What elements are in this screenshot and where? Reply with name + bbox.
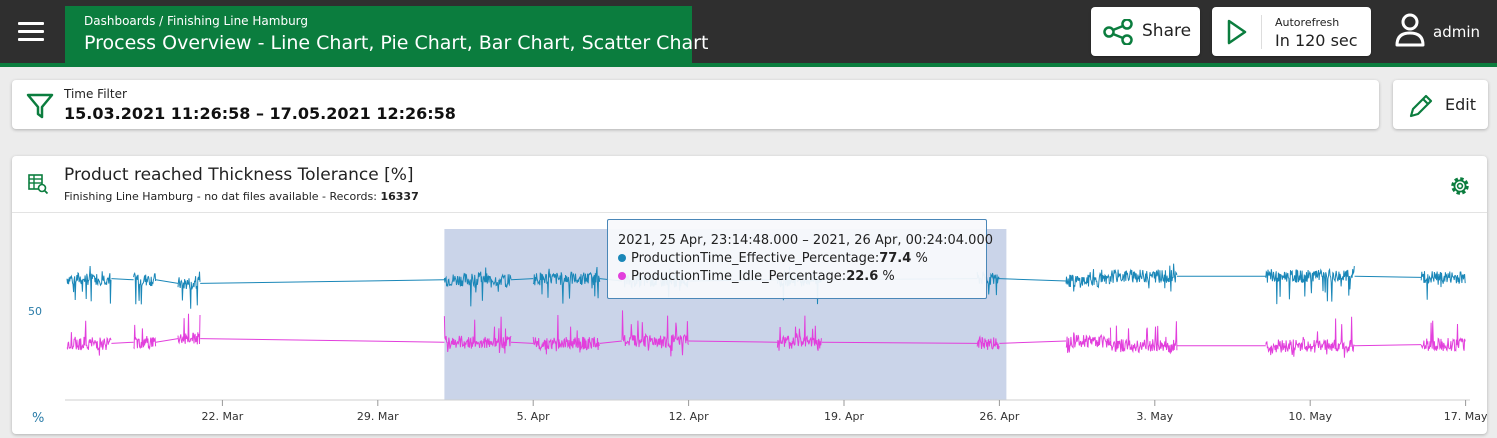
effective-series-segment <box>1109 263 1178 292</box>
x-tick-label: 29. Mar <box>357 410 399 423</box>
idle-series-segment <box>443 316 512 354</box>
tooltip-row-effective: ProductionTime_Effective_Percentage:77.4… <box>618 251 928 266</box>
x-tick-label: 12. Apr <box>669 410 709 423</box>
y-axis-label: % <box>32 411 44 426</box>
effective-series-segment <box>443 267 512 307</box>
edit-button[interactable]: Edit <box>1393 80 1488 129</box>
user-name: admin <box>1433 23 1480 41</box>
breadcrumb[interactable]: Dashboards / Finishing Line Hamburg <box>84 14 309 28</box>
title-box: Dashboards / Finishing Line Hamburg Proc… <box>65 6 708 63</box>
idle-series-segment <box>621 310 689 357</box>
effective-connector <box>1354 275 1422 278</box>
top-bar-stripe <box>0 63 1497 67</box>
effective-series-segment <box>133 271 157 305</box>
share-icon <box>1103 19 1133 45</box>
tooltip-series-name: ProductionTime_Effective_Percentage: <box>631 251 880 266</box>
tooltip-row-idle: ProductionTime_Idle_Percentage:22.6 % <box>618 269 895 284</box>
idle-connector <box>1354 344 1422 347</box>
effective-series-segment <box>532 266 601 304</box>
autorefresh-label: Autorefresh <box>1275 16 1340 29</box>
gear-icon[interactable] <box>1449 175 1471 197</box>
idle-series-segment <box>133 324 157 351</box>
pencil-icon <box>1409 94 1433 118</box>
user-menu[interactable]: admin <box>1394 12 1484 52</box>
share-button[interactable]: Share <box>1091 7 1200 56</box>
chart-subtitle: Finishing Line Hamburg - no dat files av… <box>64 190 419 203</box>
x-tick-label: 5. Apr <box>517 410 550 423</box>
idle-series-segment <box>976 335 1000 350</box>
chart-tooltip: 2021, 25 Apr, 23:14:48.000 – 2021, 26 Ap… <box>607 219 993 299</box>
records-count: 16337 <box>380 190 419 203</box>
y-tick-label: 50 <box>28 305 42 318</box>
autorefresh-value: In 120 sec <box>1275 31 1358 50</box>
idle-series-segment <box>1109 321 1178 355</box>
idle-connector <box>821 341 978 344</box>
effective-series-segment <box>1065 269 1111 292</box>
x-tick-label: 19. Apr <box>824 410 864 423</box>
table-search-icon <box>28 174 49 195</box>
play-icon <box>1227 19 1247 45</box>
top-bar: Dashboards / Finishing Line Hamburg Proc… <box>0 0 1497 63</box>
effective-connector <box>999 278 1067 282</box>
x-tick-label: 10. May <box>1288 410 1332 423</box>
x-tick-label: 3. May <box>1136 410 1173 423</box>
series-dot-icon <box>618 254 626 262</box>
tooltip-series-value: 22.6 <box>846 269 879 284</box>
idle-series-segment <box>1065 332 1111 353</box>
idle-connector <box>155 338 179 343</box>
effective-connector <box>155 279 179 284</box>
autorefresh-button[interactable]: Autorefresh In 120 sec <box>1212 7 1371 56</box>
idle-series-segment <box>1265 316 1355 358</box>
chart-separator <box>12 212 1487 213</box>
idle-connector <box>200 338 445 343</box>
idle-series-segment <box>1420 320 1466 352</box>
idle-series-segment <box>532 314 600 355</box>
time-filter-value: 15.03.2021 11:26:58 – 17.05.2021 12:26:5… <box>64 104 456 123</box>
tooltip-time: 2021, 25 Apr, 23:14:48.000 – 2021, 26 Ap… <box>618 233 993 248</box>
chart-panel: Product reached Thickness Tolerance [%] … <box>12 156 1487 434</box>
effective-connector <box>510 278 534 281</box>
share-label: Share <box>1142 21 1192 41</box>
x-tick-label: 26. Apr <box>979 410 1019 423</box>
idle-series-segment <box>66 320 112 356</box>
idle-connector <box>999 340 1067 344</box>
idle-series-segment <box>776 315 822 351</box>
effective-series-segment <box>66 265 112 304</box>
idle-series-segment <box>177 313 201 345</box>
series-dot-icon <box>618 272 626 280</box>
time-filter[interactable]: Time Filter 15.03.2021 11:26:58 – 17.05.… <box>12 80 1379 129</box>
page-title: Process Overview - Line Chart, Pie Chart… <box>84 32 709 54</box>
chart-subtitle-text: Finishing Line Hamburg - no dat files av… <box>64 190 381 203</box>
chart-title: Product reached Thickness Tolerance [%] <box>64 165 414 185</box>
effective-series-segment <box>177 271 201 309</box>
filter-icon <box>26 93 54 119</box>
tooltip-unit: % <box>882 269 895 284</box>
idle-connector <box>688 340 778 343</box>
tooltip-series-value: 77.4 <box>879 251 912 266</box>
effective-series-segment <box>1420 271 1466 300</box>
effective-connector <box>200 279 445 284</box>
x-tick-label: 22. Mar <box>202 410 244 423</box>
divider <box>1261 15 1262 49</box>
user-icon <box>1395 13 1425 47</box>
idle-connector <box>510 341 534 344</box>
x-tick-label: 17. May <box>1444 410 1487 423</box>
effective-series-segment <box>1265 266 1355 305</box>
tooltip-unit: % <box>915 251 928 266</box>
idle-connector <box>111 341 134 344</box>
idle-connector <box>599 340 623 344</box>
edit-label: Edit <box>1445 95 1476 114</box>
tooltip-series-name: ProductionTime_Idle_Percentage: <box>631 269 847 284</box>
time-filter-label: Time Filter <box>64 87 127 101</box>
menu-icon[interactable] <box>18 22 44 42</box>
effective-connector <box>111 278 134 281</box>
